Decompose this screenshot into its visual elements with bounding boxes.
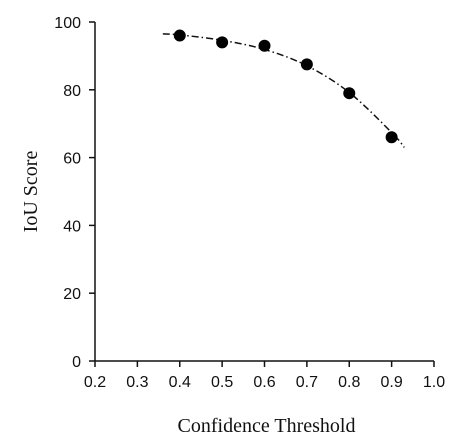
data-point	[343, 87, 356, 100]
y-tick-label: 80	[63, 83, 81, 100]
data-point	[173, 29, 186, 42]
data-point	[385, 131, 398, 144]
y-tick-label: 60	[63, 151, 81, 168]
data-point	[300, 58, 313, 71]
data-points	[173, 29, 398, 144]
x-tick-label: 0.3	[126, 374, 148, 391]
data-point	[216, 36, 229, 49]
x-tick-label: 0.9	[381, 374, 403, 391]
x-axis-title: Confidence Threshold	[178, 415, 356, 437]
y-tick-label: 20	[63, 286, 81, 303]
y-tick-label: 0	[72, 354, 81, 371]
x-axis-ticks: 0.2 0.3 0.4 0.5 0.6 0.7 0.8 0.9 1.0	[84, 361, 445, 391]
y-tick-label: 100	[54, 15, 81, 32]
x-tick-label: 0.5	[211, 374, 233, 391]
data-point	[258, 39, 271, 52]
x-tick-label: 0.8	[338, 374, 360, 391]
x-tick-label: 0.2	[84, 374, 106, 391]
x-tick-label: 1.0	[423, 374, 445, 391]
y-tick-label: 40	[63, 218, 81, 235]
x-tick-label: 0.6	[253, 374, 275, 391]
y-axis-title: IoU Score	[20, 151, 42, 233]
trend-line	[162, 33, 405, 148]
x-tick-label: 0.4	[169, 374, 191, 391]
y-axis-ticks: 0 20 40 60 80 100	[54, 15, 95, 371]
x-tick-label: 0.7	[296, 374, 318, 391]
